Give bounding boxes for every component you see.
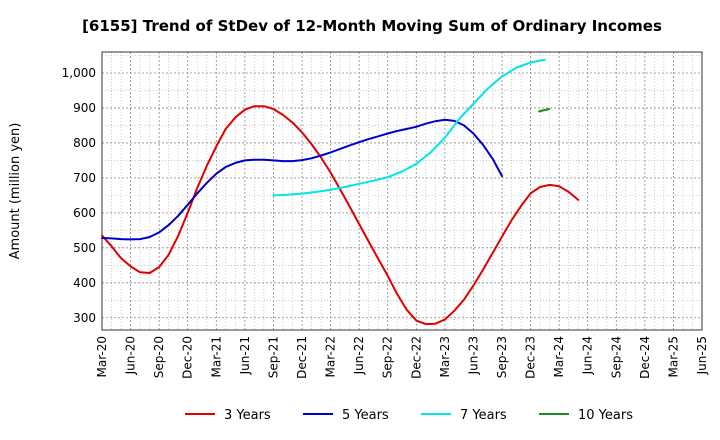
chart-title: [6155] Trend of StDev of 12-Month Moving…	[82, 17, 662, 35]
x-tick-label: Dec-22	[409, 336, 423, 379]
x-tick-label: Sep-21	[266, 336, 280, 378]
y-tick-label: 600	[73, 206, 96, 220]
x-tick-label: Mar-22	[324, 336, 338, 377]
x-tick-label: Jun-22	[352, 336, 366, 375]
plot-area: 300 400 500 600 700 800 900 1,000 Mar-20 Jun-20 Se…	[62, 51, 709, 379]
x-tick-label: Dec-21	[295, 336, 309, 379]
y-tick-label: 700	[73, 171, 96, 185]
x-tick-label: Sep-22	[381, 336, 395, 378]
x-tick-label: Jun-20	[124, 336, 138, 375]
y-tick-label: 1,000	[62, 66, 96, 80]
y-axis-label: Amount (million yen)	[8, 123, 23, 260]
x-tick-label: Jun-24	[581, 336, 595, 375]
x-tick-label: Jun-23	[466, 336, 480, 375]
y-tick-label: 800	[73, 136, 96, 150]
x-tick-label: Mar-25	[666, 336, 680, 377]
series-line-3-years	[101, 105, 580, 326]
x-tick-label: Sep-24	[609, 336, 623, 378]
series-line-10-years	[538, 108, 551, 113]
x-tick-label: Sep-20	[152, 336, 166, 378]
y-tick-label: 400	[73, 276, 96, 290]
y-tick-label: 300	[73, 311, 96, 325]
plot-background	[102, 52, 702, 330]
x-tick-label: Mar-20	[95, 336, 109, 377]
x-tick-label: Jun-25	[695, 336, 709, 375]
x-tick-label: Jun-21	[238, 336, 252, 375]
y-tick-label: 500	[73, 241, 96, 255]
plot-border	[101, 51, 703, 331]
series-line-5-years	[101, 118, 503, 241]
legend-label: 3 Years	[224, 408, 271, 423]
x-tick-label: Dec-20	[181, 336, 195, 379]
legend: 3 Years 5 Years 7 Years 10 Years	[185, 408, 633, 423]
series-line-7-years	[272, 58, 546, 197]
legend-label: 7 Years	[460, 408, 507, 423]
x-tick-label: Mar-21	[209, 336, 223, 377]
x-tick-label: Sep-23	[495, 336, 509, 378]
x-tick-label: Dec-23	[524, 336, 538, 379]
x-tick-label: Mar-24	[552, 336, 566, 377]
x-tick-label: Dec-24	[638, 336, 652, 379]
legend-label: 5 Years	[342, 408, 389, 423]
legend-label: 10 Years	[578, 408, 633, 423]
y-tick-label: 900	[73, 101, 96, 115]
x-tick-label: Mar-23	[438, 336, 452, 377]
